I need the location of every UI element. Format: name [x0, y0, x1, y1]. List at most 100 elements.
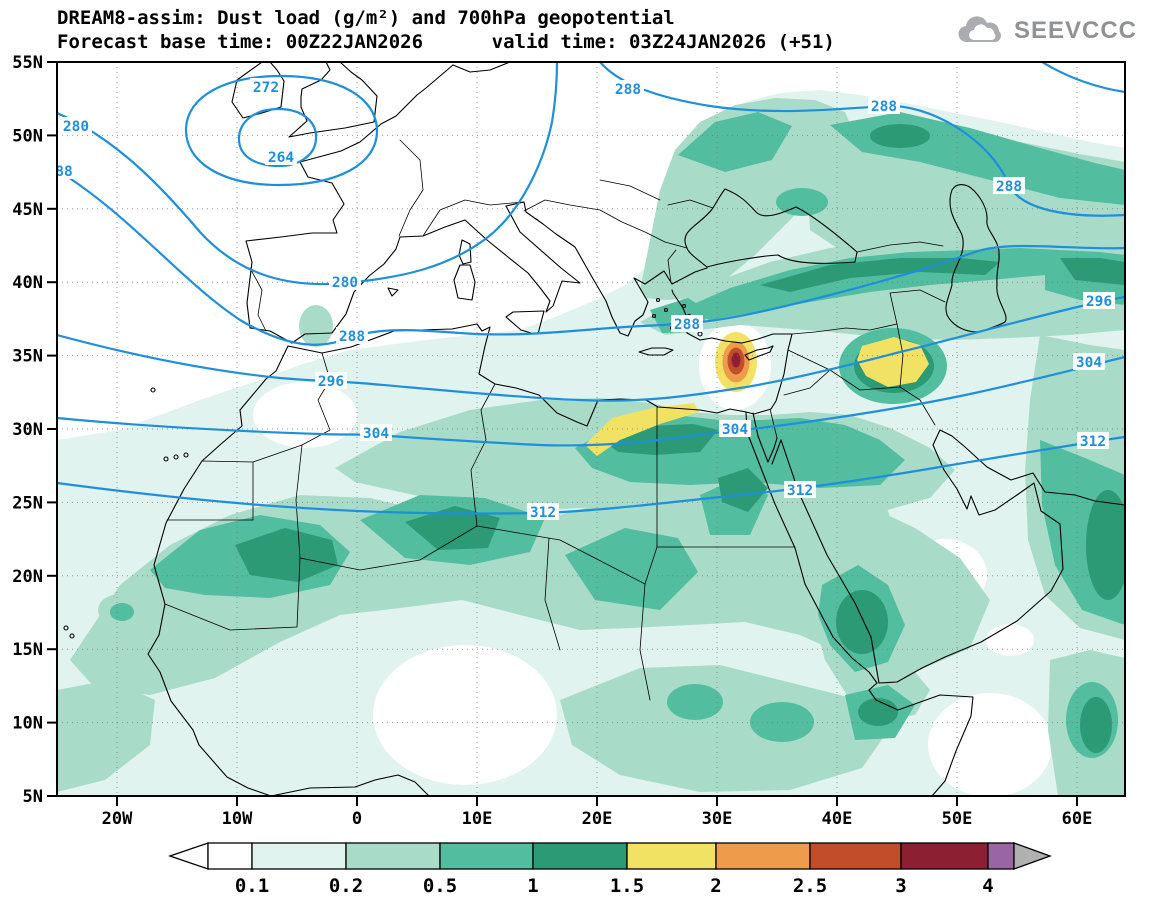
islands-el — [163, 456, 169, 462]
geopotential-contour-label: 280 — [63, 119, 89, 135]
lon-tick-label: 20W — [102, 809, 133, 829]
colorbar-tick-label: 0.5 — [423, 875, 457, 897]
colorbar-segment — [900, 842, 989, 870]
islands-el — [651, 313, 657, 319]
coast-ireland — [231, 62, 285, 119]
coast-turkey-levant-nafrica — [287, 289, 793, 427]
contour-264 — [237, 107, 318, 168]
country-borders-el — [769, 408, 778, 439]
chart-title-line1: DREAM8-assim: Dust load (g/m²) and 700hP… — [57, 7, 675, 29]
dust-fill-layer-el — [928, 693, 1052, 796]
colorbar-segment — [809, 842, 902, 870]
contour-label-halo — [612, 80, 644, 97]
colorbar-segment — [532, 842, 628, 870]
islands-el — [663, 307, 669, 313]
geopotential-contour-label: 312 — [1080, 434, 1106, 450]
coast-arabia-gulf — [878, 429, 1125, 684]
country-borders-el — [470, 383, 658, 585]
lat-tick-label: 35N — [12, 347, 43, 367]
dust-fill-layer-el — [253, 382, 357, 448]
contour-label-halo — [784, 481, 816, 498]
colorbar-tick-label: 0.1 — [235, 875, 269, 897]
lon-tick-label: 10E — [462, 809, 493, 829]
geopotential-contour-label: 280 — [332, 275, 358, 291]
contour-label-halo — [336, 327, 368, 344]
cloud-inner — [968, 24, 996, 40]
contour-304 — [57, 355, 1125, 447]
geopotential-contour-label: 288 — [674, 317, 700, 333]
contour-296 — [57, 295, 1125, 402]
dust-fill-layer-el — [986, 624, 1034, 656]
seevccc-logo-text: SEEVCCC — [1013, 17, 1137, 44]
islands-el — [655, 297, 661, 303]
contour-label-halo — [1073, 353, 1105, 370]
contour-label-halo — [315, 372, 347, 389]
coast-west-africa — [147, 345, 289, 796]
lat-tick-label: 30N — [12, 420, 43, 440]
contour-label-halo — [250, 78, 282, 95]
contour-label-halo — [671, 315, 703, 332]
geopotential-contour-label: 264 — [268, 150, 294, 166]
colorbar-tick-label: 3 — [895, 875, 906, 897]
colorbar-tick-label: 1 — [527, 875, 538, 897]
chart-titles: DREAM8-assim: Dust load (g/m²) and 700hP… — [57, 6, 835, 54]
coast-med-north — [291, 201, 708, 344]
contour-label-halo — [52, 162, 76, 179]
dust-fill-layer-el — [667, 684, 723, 720]
geopotential-contour-label: 288 — [339, 329, 365, 345]
lon-tick-label: 40E — [822, 809, 853, 829]
coast-black-sea — [684, 188, 858, 268]
lon-tick-label: 50E — [942, 809, 973, 829]
geopotential-contour-label: 304 — [363, 426, 389, 442]
dust-fill-layer-el — [836, 590, 888, 654]
country-borders-el — [856, 241, 946, 325]
lon-tick-label: 60E — [1062, 809, 1093, 829]
lon-tick-label: 0 — [352, 809, 362, 829]
dust-bullseye-maroon — [731, 352, 741, 368]
geopotential-contour-label: 304 — [1076, 355, 1102, 371]
dust-fill-layer-el — [1080, 697, 1112, 753]
contour-topright — [1040, 62, 1125, 94]
colorbar-segment — [207, 842, 253, 870]
dust-fill-layer-el — [560, 665, 890, 792]
islands-el — [173, 454, 179, 460]
dust-fill-layer-el — [565, 528, 698, 610]
geopotential-contour-label: 288 — [615, 82, 641, 98]
grid-layer — [57, 62, 1125, 796]
lon-tick-label: 20E — [582, 809, 613, 829]
contour-312 — [57, 435, 1125, 515]
dust-fill-layer-el — [870, 124, 930, 148]
colorbar-tick-label: 1.5 — [610, 875, 644, 897]
islands-el — [638, 347, 674, 356]
coast-red-sea-west — [745, 411, 878, 684]
dust-fill-layer-el — [750, 702, 814, 742]
colorbar: 0.1 0.2 0.5 1 1.5 2 2.5 3 4 — [167, 842, 1052, 897]
contour-label-halo — [868, 97, 900, 114]
contour-288-south — [57, 168, 1125, 346]
lat-tick-label: 50N — [12, 126, 43, 146]
islands-el — [453, 264, 476, 301]
country-borders-el — [398, 139, 524, 237]
dust-fill-layer-el — [1086, 490, 1125, 600]
contour-label-halo — [60, 117, 92, 134]
cloud-logo-icon — [958, 16, 1001, 43]
contour-label-halo — [719, 420, 751, 437]
colorbar-tick-label: 2.5 — [793, 875, 827, 897]
chart-title-line2: Forecast base time: 00Z22JAN2026 valid t… — [57, 31, 835, 53]
dust-fill-layer-el — [858, 698, 898, 726]
contour-label-halo — [993, 177, 1025, 194]
country-borders-el — [523, 179, 714, 284]
contour-label-halo — [265, 148, 297, 165]
lat-tick-label: 40N — [12, 273, 43, 293]
lat-tick-label: 15N — [12, 640, 43, 660]
dust-fill-layer-el — [299, 305, 333, 347]
islands-el — [387, 287, 399, 297]
lat-tick-label: 20N — [12, 567, 43, 587]
geopotential-contour-label: 272 — [253, 80, 279, 96]
dust-fill-layer-el — [110, 603, 134, 621]
contour-272 — [184, 74, 379, 187]
contour-label-layer: 272 280 264 88 288 288 288 280 288 288 296 296 304 30… — [52, 78, 1115, 521]
islands-el — [744, 345, 774, 361]
dust-fill-layer-el — [760, 258, 1000, 292]
